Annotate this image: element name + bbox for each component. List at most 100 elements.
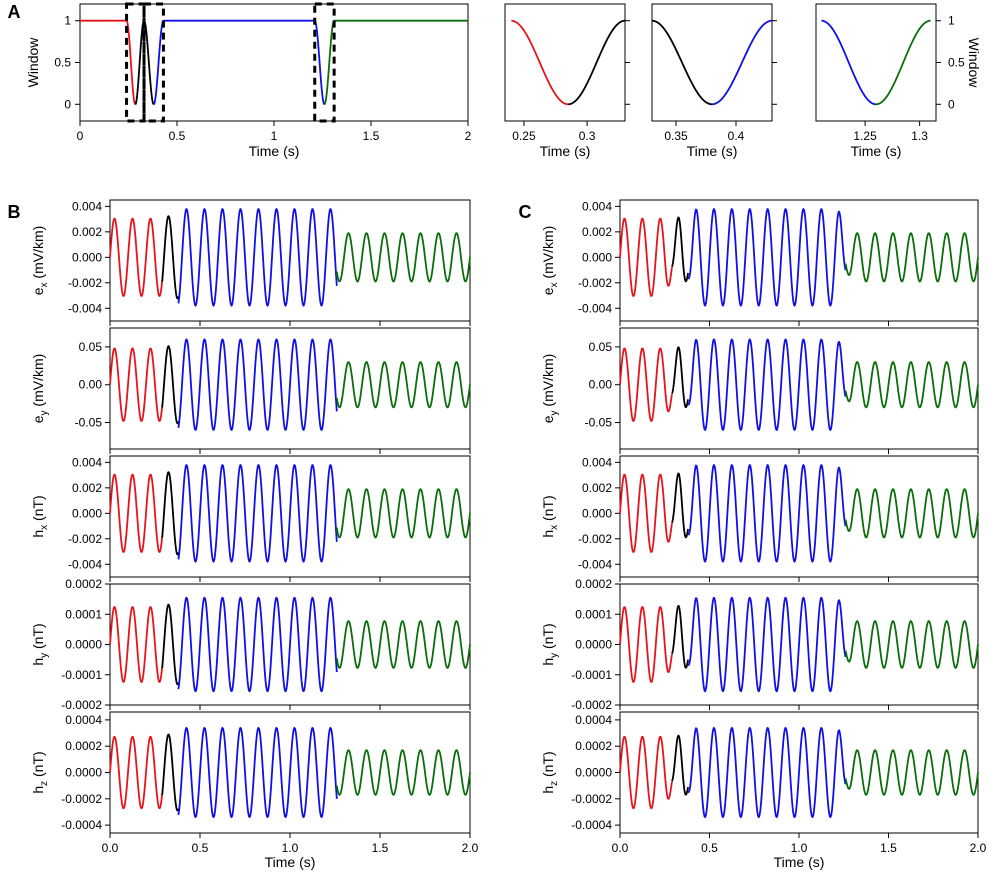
y-tick-label: 0.0002 [575, 739, 612, 753]
y-tick-label: 0.0002 [575, 577, 612, 591]
y-tick-label: -0.0001 [61, 668, 102, 682]
y-tick-label: 0 [948, 97, 955, 111]
y-axis-label: hz (nT) [540, 751, 560, 793]
y-tick-label: 0.0000 [65, 766, 102, 780]
signal-green [844, 232, 979, 283]
y-axis-label: ex (mV/km) [540, 226, 560, 296]
y-tick-label: 0.5 [54, 56, 71, 70]
y-tick-label: 0.002 [582, 225, 612, 239]
signal-red [109, 217, 164, 297]
y-tick-label: 0.004 [582, 199, 612, 213]
x-tick-label: 0.4 [728, 129, 745, 143]
x-tick-label: 1.5 [363, 129, 380, 143]
y-axis-label: ey (mV/km) [540, 354, 560, 424]
y-tick-label: -0.0004 [571, 818, 612, 832]
signal-green [335, 361, 471, 409]
y-tick-label: 0.0000 [65, 638, 102, 652]
y-tick-label: 0.004 [72, 455, 102, 469]
x-tick-label: 0 [77, 129, 84, 143]
y-tick-label: 0.0004 [65, 713, 102, 727]
y-axis-label: ex (mV/km) [30, 226, 50, 296]
signal-black [671, 604, 689, 669]
y-axis-label: ey (mV/km) [30, 354, 50, 424]
signal-red [619, 347, 673, 422]
highlight-box [142, 2, 165, 123]
y-tick-label: -0.0002 [571, 698, 612, 712]
x-tick-label: 0.5 [192, 841, 209, 855]
y-tick-label: -0.0004 [61, 818, 102, 832]
y-axis-label: hz (nT) [30, 751, 50, 793]
subplot-ex: -0.004 -0.002 0.000 0.002 0.004 ex (mV/km) [30, 199, 471, 326]
y-tick-label: -0.002 [68, 276, 102, 290]
signal-black [161, 603, 180, 686]
signal-black [161, 345, 180, 425]
y-tick-label: 0.000 [582, 506, 612, 520]
taper-black [143, 19, 155, 106]
signal-blue [687, 464, 847, 563]
signal-blue [177, 338, 338, 431]
signal-black [161, 733, 180, 812]
signal-blue [687, 726, 847, 819]
signal-green [335, 620, 471, 669]
x-tick-label: 0.0 [102, 841, 119, 855]
x-axis-label: Time (s) [774, 854, 825, 870]
y-tick-label: 0.00 [589, 378, 613, 392]
y-axis-label: Window [25, 37, 41, 88]
y-tick-label: 0.0001 [575, 607, 612, 621]
x-tick-label: 0.25 [512, 129, 536, 143]
signal-red [109, 347, 164, 422]
y-tick-label: 0.000 [72, 506, 102, 520]
signal-blue [687, 338, 847, 431]
x-tick-label: 0.5 [169, 129, 186, 143]
y-tick-label: -0.004 [68, 557, 102, 571]
signal-blue [177, 208, 338, 307]
y-tick-label: -0.002 [578, 532, 612, 546]
x-tick-label: 2.0 [970, 841, 987, 855]
y-tick-label: 0.5 [948, 56, 965, 70]
signal-green [844, 361, 979, 409]
x-axis-label: Time (s) [249, 143, 300, 159]
subplot-hx: -0.004 -0.002 0.000 0.002 0.004 hx (nT) [540, 455, 979, 582]
y-tick-label: 0.004 [72, 199, 102, 213]
signal-black [161, 215, 180, 300]
signal-blue [687, 208, 847, 307]
x-tick-label: 0.5 [701, 841, 718, 855]
signal-black [671, 734, 689, 796]
y-tick-label: 0.002 [72, 225, 102, 239]
signal-red [619, 735, 673, 810]
x-tick-label: 1.5 [880, 841, 897, 855]
x-tick-label: 1.0 [791, 841, 808, 855]
y-tick-label: 0.0000 [575, 766, 612, 780]
panel-label-b: B [8, 202, 21, 222]
y-tick-label: 1 [948, 14, 955, 28]
y-axis-label: hy (nT) [540, 623, 560, 665]
y-tick-label: -0.05 [585, 416, 613, 430]
x-tick-label: 1.3 [911, 129, 928, 143]
panel-label-a: A [8, 2, 21, 22]
taper-blue [153, 19, 165, 106]
highlight-box [313, 2, 336, 123]
y-tick-label: -0.004 [578, 301, 612, 315]
signal-red [619, 217, 673, 297]
y-tick-label: -0.05 [75, 416, 103, 430]
taper-blue [711, 19, 773, 106]
subplot-ey: -0.05 0.00 0.05 ey (mV/km) [540, 327, 979, 454]
signal-blue [177, 726, 338, 819]
y-tick-label: 0.002 [72, 481, 102, 495]
y-tick-label: -0.0002 [571, 792, 612, 806]
panel-a-zoom-3: 1.25 1.3 Time (s) 0 0.5 1 Window [815, 3, 982, 159]
y-tick-label: 1 [64, 14, 71, 28]
y-tick-label: 0.0002 [65, 739, 102, 753]
x-tick-label: 1.0 [282, 841, 299, 855]
y-tick-label: -0.0002 [61, 792, 102, 806]
y-tick-label: 0.000 [582, 250, 612, 264]
signal-red [619, 606, 673, 683]
signal-blue [177, 596, 338, 693]
y-axis-label: hx (nT) [30, 495, 50, 537]
signal-blue [687, 596, 847, 693]
taper-black [651, 19, 713, 106]
signal-red [109, 606, 164, 683]
